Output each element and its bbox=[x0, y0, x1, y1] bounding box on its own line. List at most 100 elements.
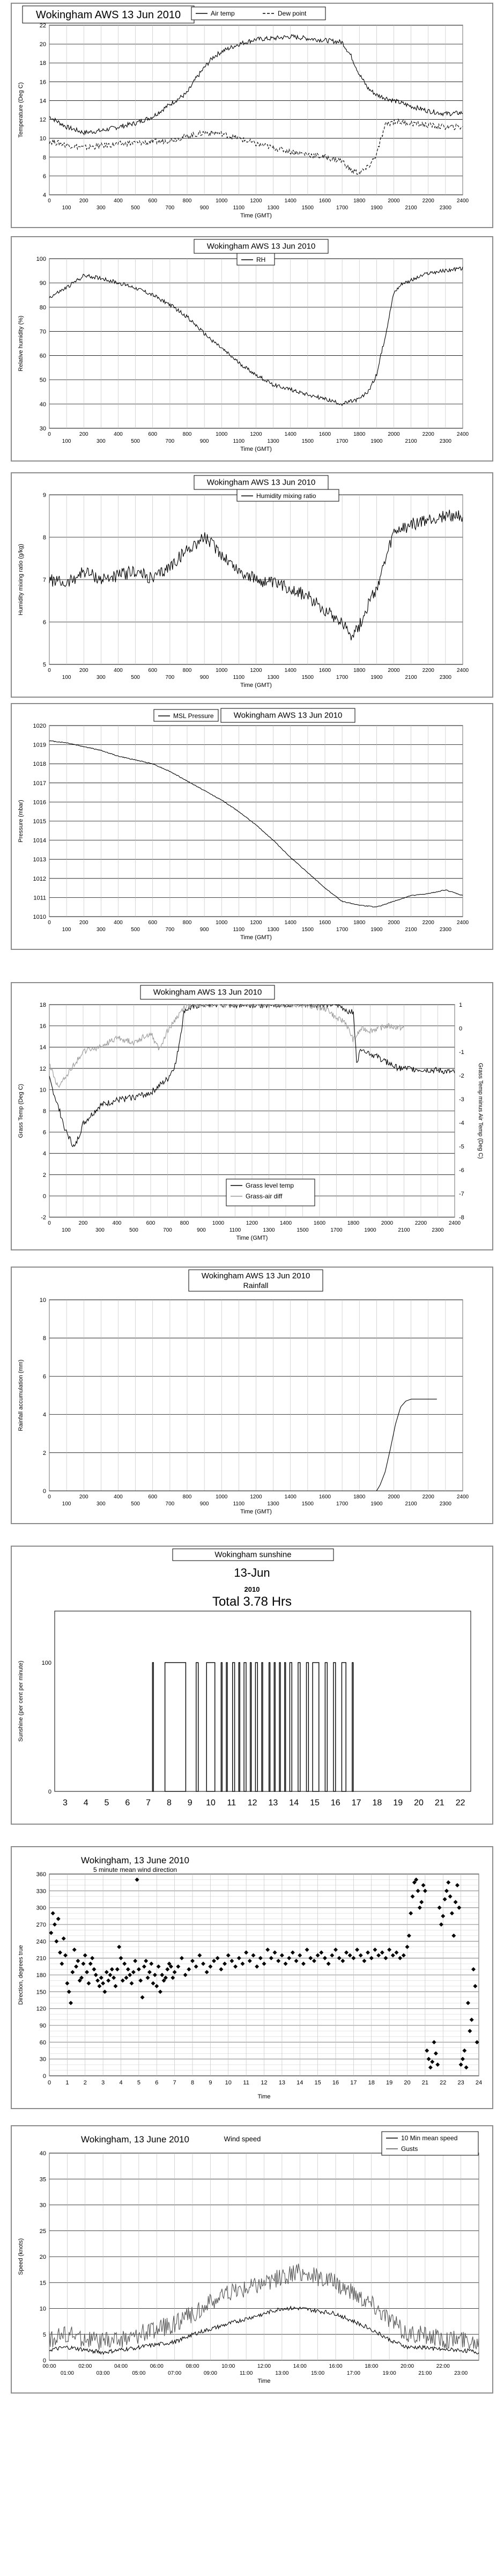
x-tick-label: 5 bbox=[105, 1798, 109, 1807]
y-tick-label: 8 bbox=[43, 1335, 46, 1342]
scatter-point bbox=[219, 1967, 224, 1972]
x-tick-label: 700 bbox=[163, 1227, 172, 1233]
scatter-point bbox=[255, 1964, 260, 1969]
x-tick-label: 300 bbox=[97, 1501, 106, 1507]
y-tick-label: 1013 bbox=[33, 857, 46, 863]
title-box bbox=[140, 985, 275, 1000]
scatter-point bbox=[101, 1981, 106, 1986]
chart-subtitle: Rainfall bbox=[243, 1281, 269, 1290]
scatter-point bbox=[337, 1956, 342, 1960]
x-tick-label: 12 bbox=[248, 1798, 257, 1807]
scatter-point bbox=[63, 1953, 68, 1958]
y-tick-label: 30 bbox=[40, 426, 46, 432]
x-axis-label: Time (GMT) bbox=[240, 446, 272, 452]
scatter-point bbox=[369, 1956, 374, 1960]
scatter-point bbox=[416, 1889, 420, 1893]
scatter-point bbox=[312, 1958, 316, 1963]
legend-box bbox=[191, 6, 326, 20]
scatter-point bbox=[419, 1900, 424, 1905]
scatter-point bbox=[117, 1944, 122, 1949]
x-tick-label: 700 bbox=[166, 205, 175, 211]
scatter-point bbox=[201, 1962, 206, 1966]
series-line bbox=[49, 2306, 479, 2355]
scatter-point bbox=[460, 2057, 465, 2061]
x-tick-labels: 0 200 400 600 800 1000 1200 1400 1600 1800 2000 220… bbox=[48, 668, 469, 680]
scatter-point bbox=[172, 1970, 177, 1974]
x-tick-label: 2100 bbox=[405, 438, 418, 444]
series-line bbox=[49, 509, 463, 641]
x-tick-label: 800 bbox=[183, 431, 192, 437]
scatter-point bbox=[351, 1956, 356, 1960]
x-tick-label: 900 bbox=[200, 1501, 209, 1507]
scatter-point bbox=[56, 1916, 61, 1921]
title-box bbox=[194, 239, 329, 254]
x-tick-label: 10:00 bbox=[221, 2363, 235, 2369]
scatter-point bbox=[362, 1958, 367, 1963]
sun-bar bbox=[255, 1662, 258, 1792]
y-tick-labels: 0 30 60 90 120 150 180 210 240 270 300 330 360 bbox=[36, 1871, 46, 2080]
scatter-point bbox=[465, 2001, 470, 2006]
title-box bbox=[188, 1269, 323, 1292]
chart-title: Wokingham AWS 13 Jun 2010 bbox=[202, 1271, 310, 1280]
x-tick-label: 1900 bbox=[370, 205, 383, 211]
scatter-point bbox=[140, 1995, 145, 2000]
x-tick-label: 1200 bbox=[250, 431, 262, 437]
x-tick-label: 1600 bbox=[314, 1220, 326, 1226]
x-tick-label: 800 bbox=[183, 668, 192, 674]
x-tick-label: 2400 bbox=[457, 668, 469, 674]
scatter-point bbox=[473, 1984, 478, 1988]
scatter-point bbox=[136, 1967, 141, 1972]
x-tick-label: 13 bbox=[279, 2080, 285, 2086]
x-tick-label: 200 bbox=[79, 668, 88, 674]
x-tick-label: 400 bbox=[114, 920, 123, 926]
x-tick-label: 700 bbox=[166, 1501, 175, 1507]
x-tick-label: 1000 bbox=[216, 1494, 228, 1500]
scatter-point bbox=[276, 1958, 281, 1963]
x-tick-label: 1900 bbox=[370, 927, 383, 933]
scatter-point bbox=[455, 1883, 459, 1887]
sun-bar bbox=[220, 1662, 223, 1792]
x-tick-label: 04:00 bbox=[114, 2363, 128, 2369]
y-right-tick-label: -3 bbox=[459, 1096, 464, 1103]
x-axis-label: Time (GMT) bbox=[240, 213, 272, 219]
x-tick-label: 1600 bbox=[319, 198, 331, 204]
scatter-point bbox=[401, 1953, 406, 1958]
x-tick-label: 08:00 bbox=[186, 2363, 199, 2369]
chart-title: Wokingham AWS 13 Jun 2010 bbox=[234, 711, 343, 720]
x-tick-label: 700 bbox=[166, 927, 175, 933]
y-tick-label: 6 bbox=[43, 1373, 46, 1380]
y-tick-label: 22 bbox=[40, 23, 46, 29]
scatter-point bbox=[90, 1956, 95, 1960]
y-axis-label: Relative humidity (%) bbox=[18, 316, 24, 371]
x-tick-label: 1800 bbox=[353, 198, 366, 204]
x-tick-label: 00:00 bbox=[42, 2363, 56, 2369]
x-tick-label: 2000 bbox=[381, 1220, 394, 1226]
x-tick-label: 1500 bbox=[302, 205, 314, 211]
x-tick-label: 24 bbox=[476, 2080, 482, 2086]
x-tick-label: 100 bbox=[62, 205, 71, 211]
sun-bar bbox=[273, 1662, 276, 1792]
x-tick-label: 4 bbox=[84, 1798, 88, 1807]
x-tick-label: 1800 bbox=[353, 668, 366, 674]
scatter-point bbox=[60, 1962, 64, 1966]
chart-panel-relative-humidity: 30 40 50 60 70 80 90 100 0 200 400 600 800 1000 1200 14… bbox=[11, 236, 493, 462]
sun-year-label: 2010 bbox=[244, 1585, 260, 1593]
y-tick-label: 6 bbox=[43, 619, 46, 626]
x-tick-label: 22:00 bbox=[436, 2363, 450, 2369]
scatter-point bbox=[333, 1948, 338, 1952]
x-tick-label: 1800 bbox=[353, 1494, 366, 1500]
y-tick-label: 60 bbox=[40, 353, 46, 360]
y-tick-label: 20 bbox=[40, 41, 46, 48]
scatter-point bbox=[76, 1958, 80, 1963]
sun-bar bbox=[226, 1662, 228, 1792]
chart-sunshine: 0 100 3 4 5 6 7 8 9 10 11 12 13 14 15 16 17 18 19 20 21 22 Sun… bbox=[18, 1548, 471, 1807]
x-tick-label: 800 bbox=[183, 1494, 192, 1500]
x-tick-labels: 3 4 5 6 7 8 9 10 11 12 13 14 15 16 17 18 19 20 21 22 bbox=[63, 1798, 465, 1807]
scatter-point bbox=[124, 1975, 129, 1980]
x-tick-label: 500 bbox=[131, 675, 140, 680]
y-tick-label: 0 bbox=[43, 2073, 46, 2080]
x-tick-label: 17:00 bbox=[347, 2370, 360, 2376]
x-tick-label: 8 bbox=[167, 1798, 172, 1807]
x-tick-label: 500 bbox=[131, 205, 140, 211]
y-tick-label: 1012 bbox=[33, 876, 46, 882]
